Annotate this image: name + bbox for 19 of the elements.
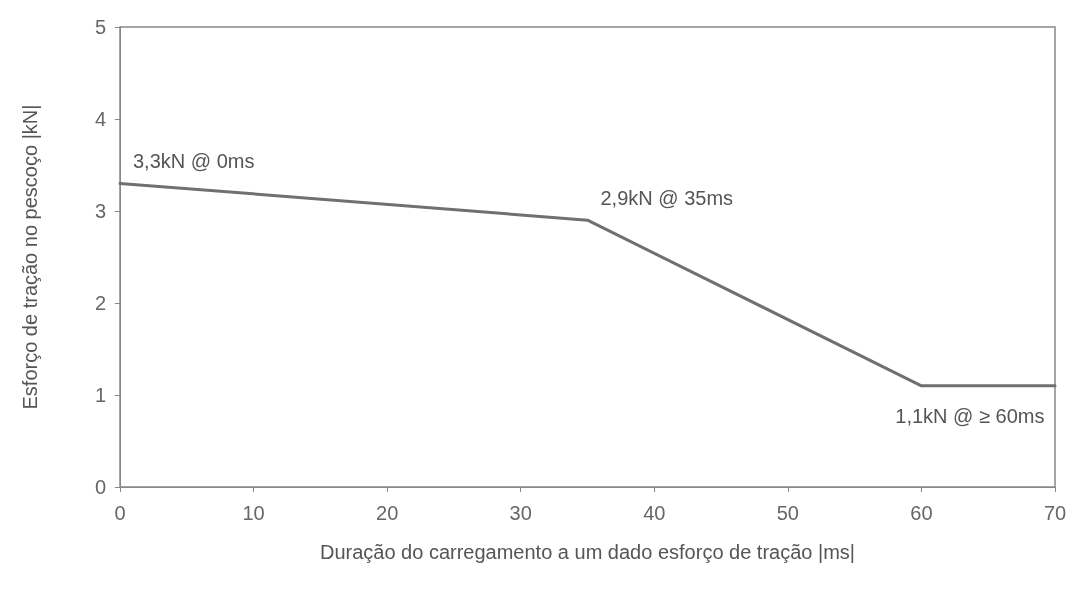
x-axis-title: Duração do carregamento a um dado esforço de tração |ms| — [319, 541, 856, 563]
x-tick-label: 40 — [643, 502, 666, 524]
annotation: 1,1kN @ ≥ 60ms — [895, 404, 1045, 427]
x-tick-label: 70 — [1043, 502, 1067, 524]
y-tick-label: 4 — [94, 108, 106, 130]
y-tick-label: 2 — [94, 292, 106, 314]
y-tick-label: 5 — [94, 16, 106, 38]
x-tick-label: 10 — [242, 502, 265, 524]
annotation: 2,9kN @ 35ms — [600, 187, 734, 210]
x-tick-label: 30 — [509, 502, 532, 524]
y-tick-label: 3 — [94, 200, 106, 222]
y-axis-title: Esforço de tração no pescoço |kN| — [19, 104, 41, 410]
y-tick-label: 1 — [94, 384, 106, 406]
annotation: 3,3kN @ 0ms — [133, 150, 255, 173]
y-tick-label: 0 — [94, 476, 106, 498]
x-tick-label: 0 — [114, 502, 126, 524]
x-tick-label: 60 — [910, 502, 933, 524]
x-tick-label: 20 — [376, 502, 399, 524]
x-tick-label: 50 — [776, 502, 799, 524]
